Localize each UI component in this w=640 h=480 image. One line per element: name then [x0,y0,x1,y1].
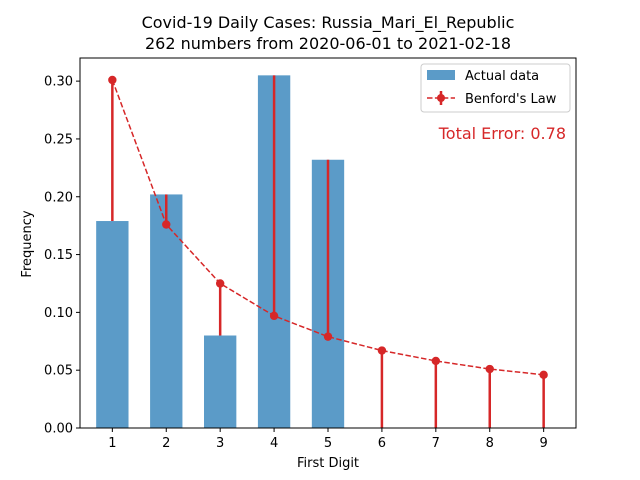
x-tick-label-5: 5 [324,436,332,451]
total-error-annotation: Total Error: 0.78 [438,124,566,143]
x-tick-label-7: 7 [432,436,440,451]
bar-digit-1 [96,221,129,428]
x-tick-label-1: 1 [108,436,116,451]
y-tick-label-0.20: 0.20 [44,190,73,205]
y-tick-label-0.30: 0.30 [44,75,73,90]
benford-marker-digit-5 [323,332,333,341]
benford-marker-digit-2 [162,220,171,229]
x-tick-label-6: 6 [378,436,386,451]
axes: 1 2 3 4 5 6 7 8 9 0.00 0.05 0.10 0.15 0.20 0.25 0.30 [44,57,577,451]
x-tick-label-2: 2 [162,436,170,451]
benford-marker-digit-8 [485,364,494,374]
benford-marker-digit-3 [215,279,225,288]
benford-marker-digit-9 [539,370,548,380]
legend-label-actual: Actual data [465,69,539,84]
benford-marker-digit-1 [108,75,117,85]
legend-label-benford: Benford's Law [465,92,557,107]
chart-subtitle: 262 numbers from 2020-06-01 to 2021-02-1… [145,34,511,53]
legend-box [420,63,571,113]
y-tick-label-0.10: 0.10 [44,306,73,321]
benford-line [111,79,544,376]
x-tick-label-9: 9 [540,436,548,451]
bar-digit-3 [204,335,237,428]
x-tick-label-4: 4 [270,436,278,451]
y-tick-label-0.00: 0.00 [44,422,73,437]
benford-marker-digit-4 [269,311,279,321]
benford-marker-digit-6 [377,346,387,355]
chart-title: Covid-19 Daily Cases: Russia_Mari_El_Rep… [142,13,515,33]
legend: Actual data Benford's Law [420,63,571,113]
x-axis-label: First Digit [297,456,359,471]
x-tick-label-3: 3 [216,436,224,451]
legend-swatch-benford-marker [437,94,445,102]
y-tick-label-0.15: 0.15 [44,248,73,263]
plot-area [96,75,548,428]
y-tick-label-0.25: 0.25 [44,132,73,147]
y-tick-label-0.05: 0.05 [44,364,73,379]
y-axis-label: Frequency [20,210,35,277]
x-tick-label-8: 8 [486,436,494,451]
bar-digit-2 [150,194,183,428]
legend-swatch-actual [427,70,455,80]
benford-marker-digit-7 [431,356,441,366]
